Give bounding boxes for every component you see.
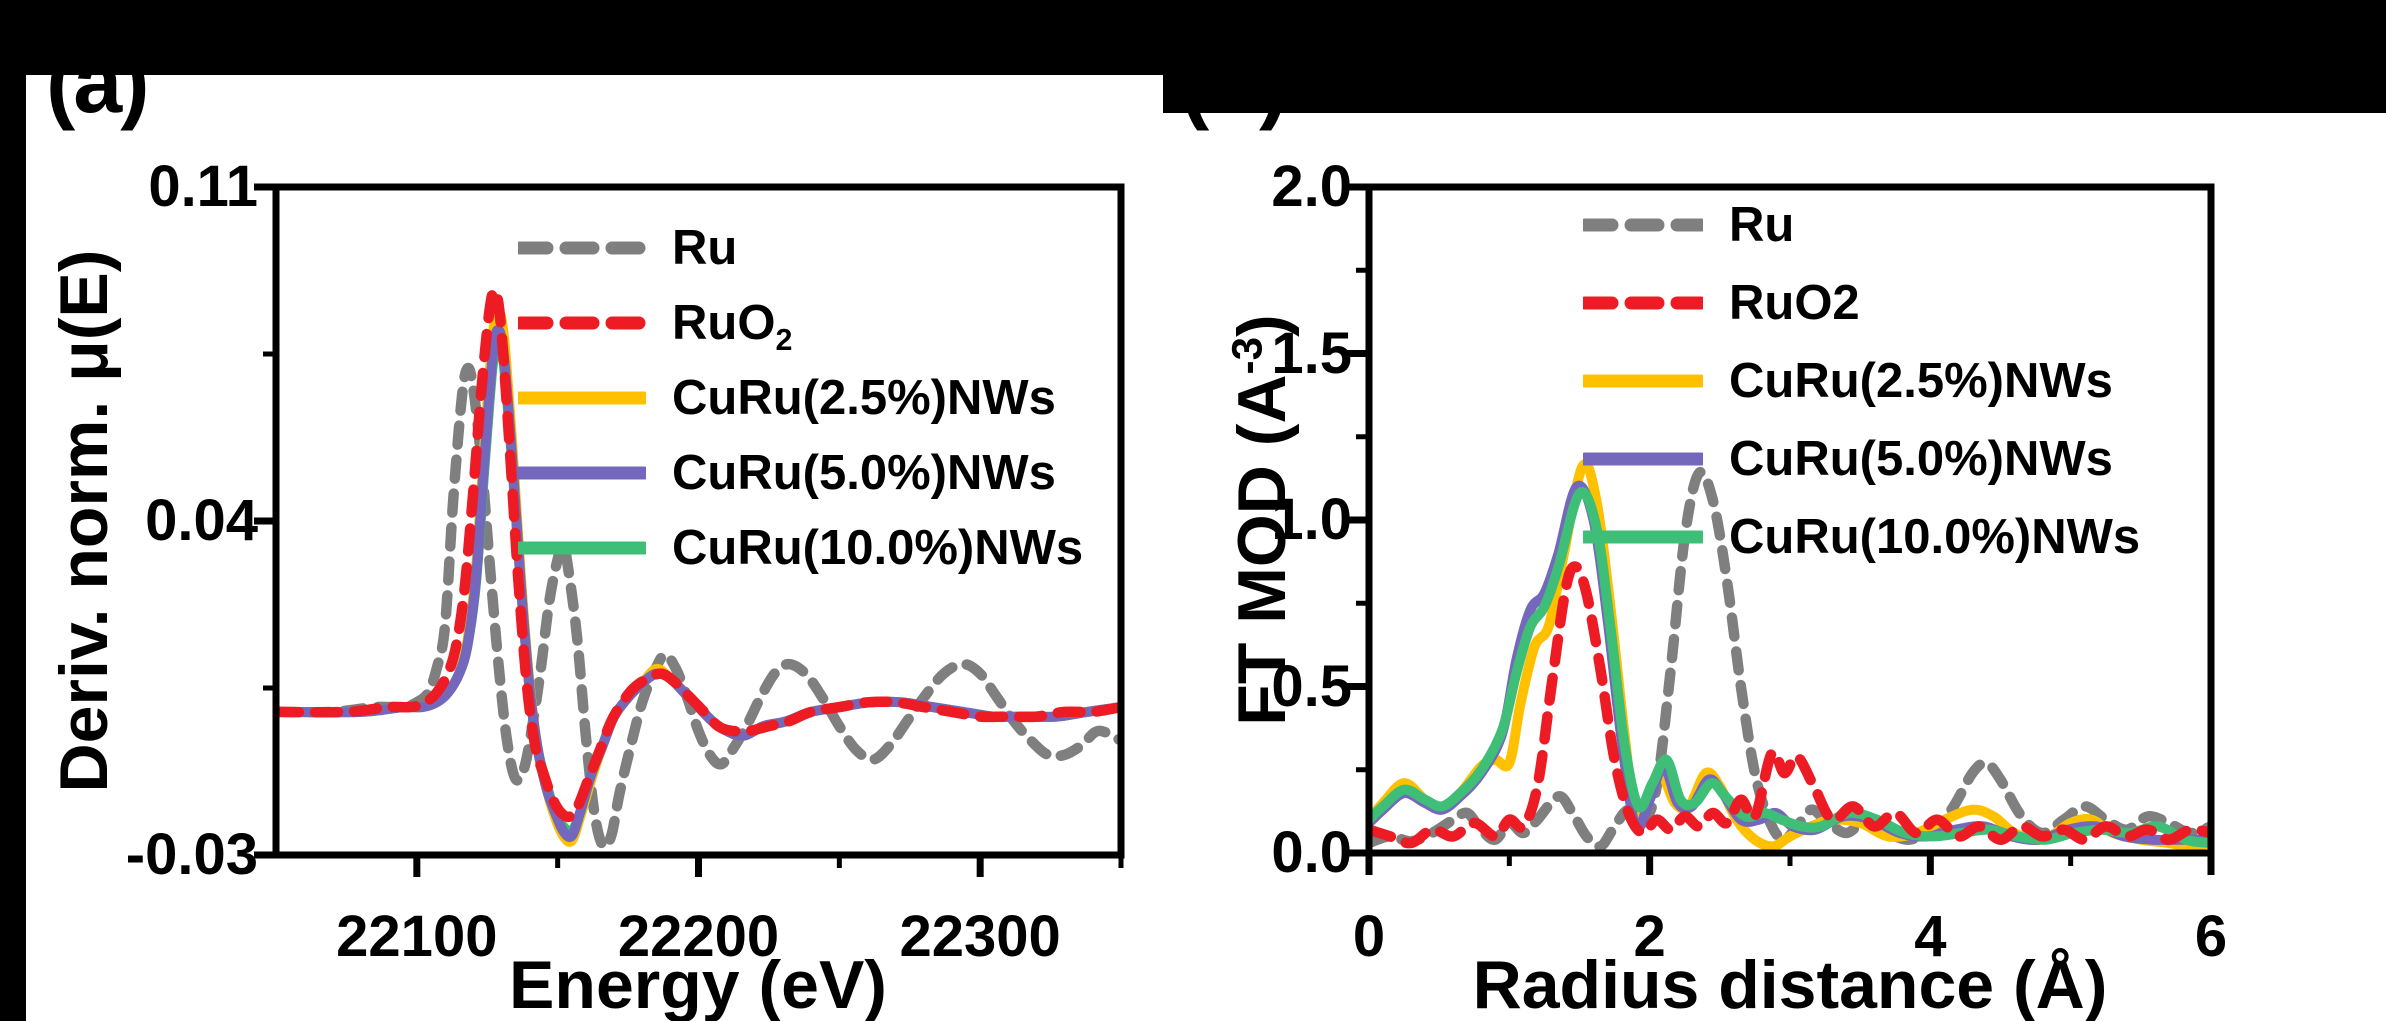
panel-b-x-tick-label: 0 <box>1352 904 1386 969</box>
legend-swatch-solid-line <box>518 391 646 404</box>
legend-item-curu-2-5--nws: CuRu(2.5%)NWs <box>518 360 1083 435</box>
legend-item-ruo2: RuO2 <box>1583 264 2140 342</box>
legend-item-curu-5-0--nws: CuRu(5.0%)NWs <box>1583 420 2140 498</box>
legend-swatch-dashed-line <box>1583 296 1703 310</box>
panel-b-y-tick-label: 0.0 <box>1271 820 1352 885</box>
panel-b-x-tick-label: 2 <box>1633 904 1666 969</box>
legend-swatch-dashed-line <box>1583 218 1703 232</box>
panel-a-y-tick-label: 0.11 <box>148 154 258 219</box>
legend-item-curu-5-0--nws: CuRu(5.0%)NWs <box>518 435 1083 510</box>
panel-b-ticks <box>1347 183 2215 875</box>
panel-a-chart <box>254 183 1125 877</box>
legend-label: RuO2 <box>1729 276 1860 330</box>
legend-label: CuRu(10.0%)NWs <box>672 520 1084 575</box>
legend-label: CuRu(5.0%)NWs <box>672 445 1056 500</box>
legend-label: Ru <box>672 220 738 275</box>
panel-b-y-tick-label: 0.5 <box>1271 653 1352 719</box>
legend-label: CuRu(2.5%)NWs <box>1729 354 2113 408</box>
legend-swatch-dashed-line <box>518 241 646 254</box>
panel-a-x-tick-label: 22300 <box>899 904 1061 969</box>
panel-a-y-tick-label: -0.03 <box>125 822 258 887</box>
panel-a-y-tick-label: 0.04 <box>145 488 258 553</box>
left-band <box>0 0 26 1021</box>
panel-a-series-group <box>276 285 1121 852</box>
legend-item-curu-2-5--nws: CuRu(2.5%)NWs <box>1583 342 2140 420</box>
top-band-right-extension <box>1163 0 2386 113</box>
series-curve-ruo2 <box>1369 561 2211 849</box>
panel-b-y-tick-label: 1.5 <box>1271 320 1352 386</box>
legend-item-curu-10-0--nws: CuRu(10.0%)NWs <box>518 510 1083 585</box>
panel-a-x-tick-label: 22200 <box>617 904 780 969</box>
legend-swatch-solid-line <box>1583 530 1703 544</box>
legend-label-subscript: 2 <box>775 322 793 357</box>
legend-swatch-dashed-line <box>518 316 646 329</box>
legend-swatch-solid-line <box>518 541 646 554</box>
legend-label: CuRu(10.0%)NWs <box>1729 510 2141 564</box>
legend-swatch-solid-line <box>1583 374 1703 388</box>
legend-item-ruo2: RuO2 <box>518 285 1083 360</box>
legend-item-ru: Ru <box>518 210 1083 285</box>
legend-item-ru: Ru <box>1583 186 2140 264</box>
panel-a-ticks <box>254 183 1124 877</box>
panel-b-y-tick-label: 2.0 <box>1271 154 1352 219</box>
series-curve-ruo2 <box>276 285 1121 823</box>
legend-swatch-solid-line <box>1583 452 1703 466</box>
panel-b-series-group <box>1369 459 2211 852</box>
legend-label: CuRu(5.0%)NWs <box>1729 432 2113 486</box>
panel-b-chart <box>1347 183 2215 875</box>
panel-b-y-tick-label: 1.0 <box>1271 487 1352 552</box>
panel-b-x-tick-label: 4 <box>1914 904 1947 969</box>
panel-a-legend: Ru RuO2 CuRu(2.5%)NWs CuRu(5.0%)NWs CuRu(10.… <box>518 210 1083 585</box>
panel-a-x-tick-label: 22100 <box>336 904 498 969</box>
panel-b-x-axis-label: Radius distance (Å) <box>1472 947 2108 1021</box>
series-curve-ru <box>276 362 1121 852</box>
panel-a-x-axis-label: Energy (eV) <box>509 947 887 1021</box>
legend-label: Ru <box>1729 198 1795 252</box>
legend-label: CuRu(2.5%)NWs <box>672 370 1056 425</box>
panel-b-legend: Ru RuO2 CuRu(2.5%)NWs CuRu(5.0%)NWs CuRu(10.… <box>1583 186 2140 576</box>
legend-label: RuO2 <box>672 295 793 357</box>
series-curve-curu-10-0--nws <box>1369 486 2211 848</box>
panel-b-x-tick-label: 6 <box>2194 904 2228 969</box>
legend-swatch-solid-line <box>518 466 646 479</box>
legend-item-curu-10-0--nws: CuRu(10.0%)NWs <box>1583 498 2140 576</box>
